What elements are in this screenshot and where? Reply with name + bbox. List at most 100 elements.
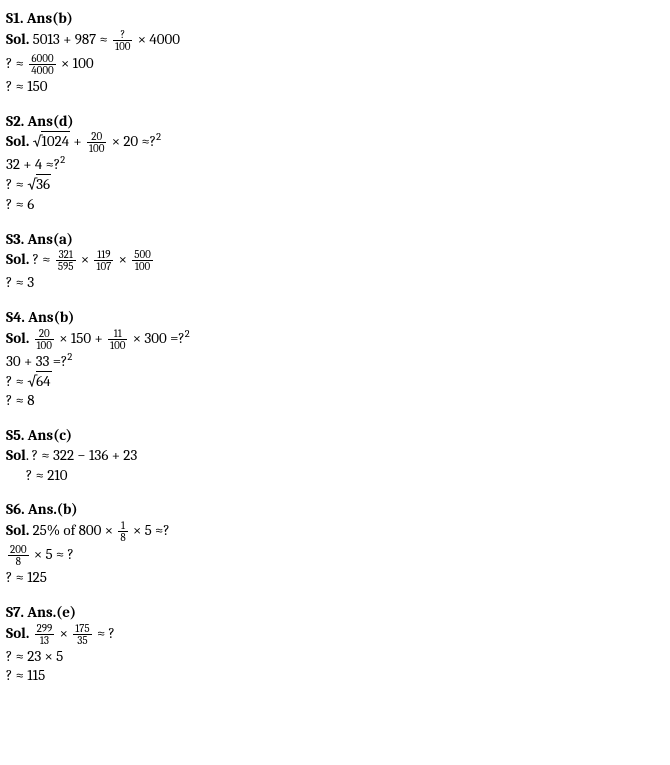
s4-line2: 30 + 33 =?2 xyxy=(6,352,664,371)
s1-header: S1. Ans(b) xyxy=(6,9,664,28)
text: × 5 ≈? xyxy=(133,521,170,539)
fraction: 1 8 xyxy=(118,520,127,543)
s4-line3: ? ≈ √64 xyxy=(6,372,664,391)
text: ≈ ? xyxy=(97,624,115,642)
text: × 300 =? xyxy=(133,329,185,347)
s6-line1: Sol. 25% of 800 × 1 8 × 5 ≈? xyxy=(6,520,664,543)
denominator: 100 xyxy=(108,339,127,351)
fraction: 20 100 xyxy=(87,131,106,154)
text: ? ≈ xyxy=(33,250,54,268)
s7-header: S7. Ans.(e) xyxy=(6,603,664,622)
denominator: 107 xyxy=(94,260,113,272)
sqrt: √1024 xyxy=(33,132,71,150)
solution-s4: S4. Ans(b) Sol. 20 100 × 150 + 11 100 × … xyxy=(6,308,664,410)
text: 32 + 4 ≈? xyxy=(6,155,60,173)
fraction: 11 100 xyxy=(108,328,127,351)
sol-label: Sol. xyxy=(6,132,29,150)
fraction: 20 100 xyxy=(35,328,54,351)
denominator: 35 xyxy=(73,634,91,646)
numerator: 20 xyxy=(87,131,106,142)
denominator: 13 xyxy=(35,634,55,646)
s2-line2: 32 + 4 ≈?2 xyxy=(6,155,664,174)
denominator: 100 xyxy=(113,40,132,52)
sup: 2 xyxy=(185,328,190,340)
sol-label: Sol. xyxy=(6,624,29,642)
s2-line4: ? ≈ 6 xyxy=(6,195,664,214)
sol-label: Sol. xyxy=(6,30,29,48)
text: ? ≈ xyxy=(6,175,27,193)
s1-line1-right: × 4000 xyxy=(138,30,180,48)
text: 30 + 33 =? xyxy=(6,352,67,370)
text: . ? ≈ 322 − 136 + 23 xyxy=(26,446,137,464)
text: 25% of 800 × xyxy=(33,521,117,539)
numerator: 1 xyxy=(118,520,127,531)
s2-line3: ? ≈ √36 xyxy=(6,175,664,194)
fraction: 299 13 xyxy=(35,623,55,646)
sqrt: √36 xyxy=(27,175,51,193)
s4-line1: Sol. 20 100 × 150 + 11 100 × 300 =?2 xyxy=(6,328,664,351)
fraction: ? 100 xyxy=(113,29,132,52)
text: × 5 ≈ ? xyxy=(34,545,74,563)
solution-s7: S7. Ans.(e) Sol. 299 13 × 175 35 ≈ ? ? ≈… xyxy=(6,603,664,685)
numerator: ? xyxy=(113,29,132,40)
denominator: 100 xyxy=(87,142,106,154)
solution-page: S1. Ans(b) Sol. 5013 + 987 ≈ ? 100 × 400… xyxy=(0,0,670,694)
denominator: 595 xyxy=(56,260,76,272)
s7-line1: Sol. 299 13 × 175 35 ≈ ? xyxy=(6,623,664,646)
s4-line4: ? ≈ 8 xyxy=(6,391,664,410)
s5-line2: ? ≈ 210 xyxy=(6,466,664,485)
numerator: 200 xyxy=(8,544,29,555)
s3-line2: ? ≈ 3 xyxy=(6,273,664,292)
fraction: 500 100 xyxy=(132,249,153,272)
numerator: 11 xyxy=(108,328,127,339)
s4-header: S4. Ans(b) xyxy=(6,308,664,327)
s7-line2: ? ≈ 23 × 5 xyxy=(6,647,664,666)
text: × xyxy=(119,250,131,268)
text: × xyxy=(60,624,72,642)
denominator: 100 xyxy=(132,260,153,272)
fraction: 6000 4000 xyxy=(29,53,55,76)
sol-label: Sol xyxy=(6,446,26,464)
solution-s2: S2. Ans(d) Sol. √1024 + 20 100 × 20 ≈?2 … xyxy=(6,112,664,214)
numerator: 6000 xyxy=(29,53,55,64)
text: × 100 xyxy=(61,54,94,72)
s5-header: S5. Ans(c) xyxy=(6,426,664,445)
text: × 20 ≈? xyxy=(112,132,156,150)
s3-header: S3. Ans(a) xyxy=(6,230,664,249)
numerator: 321 xyxy=(56,249,76,260)
denominator: 8 xyxy=(8,555,29,567)
denominator: 100 xyxy=(35,339,54,351)
s6-header: S6. Ans.(b) xyxy=(6,500,664,519)
text: × xyxy=(81,250,93,268)
text: + xyxy=(73,132,85,150)
s6-line3: ? ≈ 125 xyxy=(6,568,664,587)
s1-line3: ? ≈ 150 xyxy=(6,77,664,96)
sup: 2 xyxy=(60,154,65,166)
numerator: 20 xyxy=(35,328,54,339)
s2-header: S2. Ans(d) xyxy=(6,112,664,131)
s5-line1: Sol. ? ≈ 322 − 136 + 23 xyxy=(6,446,664,465)
solution-s3: S3. Ans(a) Sol. ? ≈ 321 595 × 119 107 × … xyxy=(6,230,664,293)
numerator: 175 xyxy=(73,623,91,634)
text: ? ≈ xyxy=(6,372,27,390)
solution-s1: S1. Ans(b) Sol. 5013 + 987 ≈ ? 100 × 400… xyxy=(6,9,664,96)
sol-label: Sol. xyxy=(6,521,29,539)
sqrt-arg: 36 xyxy=(36,174,51,193)
s1-line1: Sol. 5013 + 987 ≈ ? 100 × 4000 xyxy=(6,29,664,52)
text: × 150 + xyxy=(59,329,106,347)
fraction: 321 595 xyxy=(56,249,76,272)
sol-label: Sol. xyxy=(6,329,29,347)
sqrt-arg: 1024 xyxy=(41,131,70,150)
sup: 2 xyxy=(156,131,161,143)
s7-line3: ? ≈ 115 xyxy=(6,666,664,685)
numerator: 299 xyxy=(35,623,55,634)
s1-line1-left: 5013 + 987 ≈ xyxy=(33,30,112,48)
s3-line1: Sol. ? ≈ 321 595 × 119 107 × 500 100 xyxy=(6,249,664,272)
fraction: 200 8 xyxy=(8,544,29,567)
solution-s5: S5. Ans(c) Sol. ? ≈ 322 − 136 + 23 ? ≈ 2… xyxy=(6,426,664,484)
numerator: 119 xyxy=(94,249,113,260)
sqrt: √64 xyxy=(27,372,51,390)
fraction: 119 107 xyxy=(94,249,113,272)
s2-line1: Sol. √1024 + 20 100 × 20 ≈?2 xyxy=(6,131,664,154)
sqrt-arg: 64 xyxy=(36,371,51,390)
